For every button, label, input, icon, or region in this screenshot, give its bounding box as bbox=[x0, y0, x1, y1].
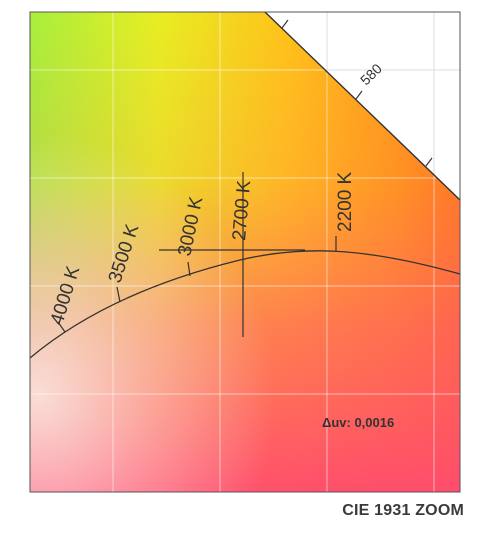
diagram-caption: CIE 1931 ZOOM bbox=[342, 502, 464, 519]
isotherm-2200k: 2200 K bbox=[335, 171, 356, 252]
delta-uv-label: Δuv: 0,0016 bbox=[322, 415, 394, 430]
plot-frame bbox=[29, 11, 461, 493]
wavelength-tick-580 bbox=[355, 90, 363, 100]
color-field bbox=[30, 12, 460, 492]
cct-label-2200k: 2200 K bbox=[335, 171, 356, 232]
isotherm-tick-3000k bbox=[187, 261, 191, 277]
grid-lines bbox=[30, 12, 460, 492]
grid-lines-outside bbox=[326, 12, 460, 174]
wavelength-label-580: 580 bbox=[357, 60, 385, 88]
planckian-locus bbox=[29, 250, 461, 359]
spectral-locus-edge bbox=[264, 11, 461, 201]
isotherm-tick-3500k bbox=[116, 286, 121, 303]
wavelength-tick bbox=[281, 19, 289, 29]
isotherm-tick-4000k bbox=[57, 321, 66, 333]
wavelength-tick bbox=[425, 157, 433, 167]
